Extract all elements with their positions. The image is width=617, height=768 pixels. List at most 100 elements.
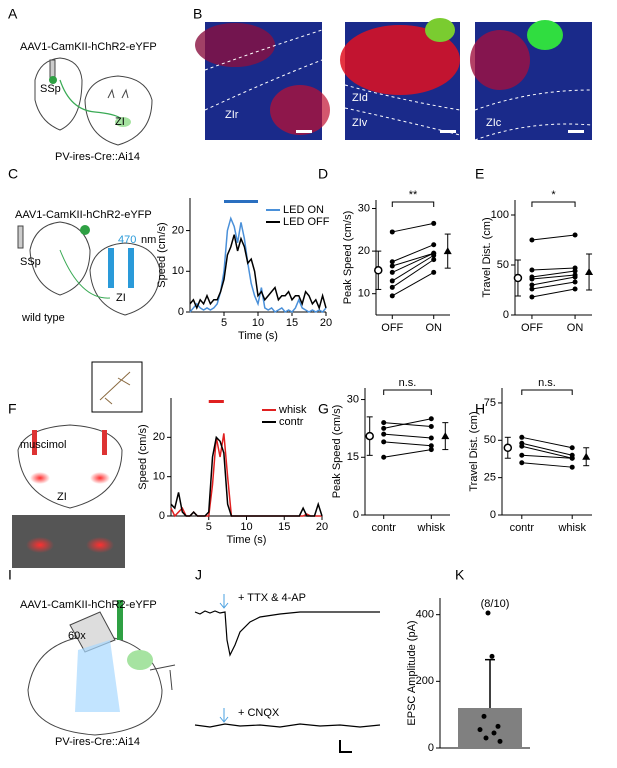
region-label: ZIr <box>225 109 239 121</box>
data-point <box>431 220 437 226</box>
legend-label: LED ON <box>283 204 324 216</box>
y-axis-label: Peak Speed (cm/s) <box>331 405 343 499</box>
series-line <box>189 234 327 311</box>
y-tick-label: 50 <box>497 259 509 271</box>
mouse-label: PV-ires-Cre::Ai14 <box>55 151 140 163</box>
panel-label: C <box>8 166 18 182</box>
data-point <box>381 431 387 437</box>
data-point <box>428 443 434 449</box>
data-point <box>389 259 395 265</box>
y-tick-label: 20 <box>153 431 165 443</box>
significance-bracket <box>391 201 435 207</box>
data-point <box>481 713 487 719</box>
x-tick-label: 10 <box>252 317 264 329</box>
data-point <box>519 443 525 449</box>
pair-line <box>531 267 576 271</box>
data-point <box>529 267 535 273</box>
significance-label: n.s. <box>399 377 417 389</box>
y-axis-label: Speed (cm/s) <box>156 222 168 287</box>
data-point <box>569 455 575 461</box>
data-point <box>572 232 578 238</box>
stim-arrow <box>219 594 229 723</box>
data-point <box>572 279 578 285</box>
objective-label: 60x <box>68 630 86 642</box>
wavelength-unit: nm <box>141 234 156 246</box>
y-tick-label: 75 <box>484 397 496 409</box>
y-tick-label: 15 <box>347 451 359 463</box>
x-axis-label: Time (s) <box>238 330 278 342</box>
data-point <box>389 293 395 299</box>
pair-line <box>383 422 432 427</box>
data-point <box>491 730 497 736</box>
x-tick-label: 5 <box>206 521 212 533</box>
y-axis-label: Travel Dist. (cm) <box>468 411 480 491</box>
data-point <box>483 735 489 741</box>
mouse-label: PV-ires-Cre::Ai14 <box>55 736 140 748</box>
data-point <box>428 416 434 422</box>
pair-line <box>392 222 434 233</box>
y-tick-label: 10 <box>358 288 370 300</box>
data-point <box>389 284 395 290</box>
panel-label: E <box>475 166 484 182</box>
y-tick-label: 20 <box>172 224 184 236</box>
data-point <box>431 269 437 275</box>
y-tick-label: 0 <box>490 509 496 521</box>
data-point <box>381 420 387 426</box>
drug-label: muscimol <box>20 439 66 451</box>
injection-site <box>80 225 90 235</box>
y-tick-label: 0 <box>428 742 434 754</box>
x-tick-label: 20 <box>316 521 328 533</box>
region-label: ZI <box>116 292 126 304</box>
x-tick-label: whisk <box>417 522 446 534</box>
series-line <box>170 435 323 517</box>
condition-label: + TTX & 4-AP <box>238 592 306 604</box>
data-point <box>497 738 503 744</box>
panel-i-diagram <box>27 600 176 736</box>
x-axis-label: Time (s) <box>227 534 267 546</box>
mean-marker <box>582 452 591 460</box>
region-label: ZIc <box>486 117 502 129</box>
pair-line <box>531 274 576 280</box>
panel-label: D <box>318 166 328 182</box>
pair-line <box>383 441 432 447</box>
pair-line <box>521 454 573 459</box>
y-tick-label: 0 <box>503 309 509 321</box>
mean-marker <box>513 273 523 283</box>
panel-label: K <box>455 567 465 583</box>
pair-line <box>531 288 576 298</box>
ephys-trace <box>194 610 381 753</box>
pair-line <box>383 418 432 429</box>
data-point <box>489 653 495 659</box>
legend-label: contr <box>279 416 304 428</box>
injection-site <box>49 76 57 84</box>
data-point <box>389 269 395 275</box>
data-point <box>389 229 395 235</box>
data-point <box>431 257 437 263</box>
y-tick-label: 0 <box>178 306 184 318</box>
data-point <box>381 439 387 445</box>
x-tick-label: contr <box>371 522 396 534</box>
region-label: SSp <box>40 83 61 95</box>
pair-line <box>521 445 573 459</box>
x-tick-label: OFF <box>381 322 403 334</box>
mean-marker <box>365 431 374 441</box>
virus-label: AAV1-CamKII-hChR2-eYFP <box>20 41 157 53</box>
pair-line <box>392 244 434 263</box>
bar <box>458 708 522 748</box>
y-tick-label: 10 <box>172 265 184 277</box>
data-point <box>529 294 535 300</box>
data-point <box>428 447 434 453</box>
y-tick-label: 30 <box>347 393 359 405</box>
x-tick-label: 15 <box>286 317 298 329</box>
data-point <box>572 268 578 274</box>
data-point <box>381 425 387 431</box>
y-tick-label: 20 <box>358 245 370 257</box>
x-tick-label: 15 <box>278 521 290 533</box>
pair-line <box>392 271 434 297</box>
data-point <box>569 464 575 470</box>
pair-line <box>521 436 573 449</box>
significance-label: n.s. <box>538 377 556 389</box>
region-label: SSp <box>20 256 41 268</box>
x-tick-label: OFF <box>521 322 543 334</box>
region-label: ZId <box>352 92 368 104</box>
